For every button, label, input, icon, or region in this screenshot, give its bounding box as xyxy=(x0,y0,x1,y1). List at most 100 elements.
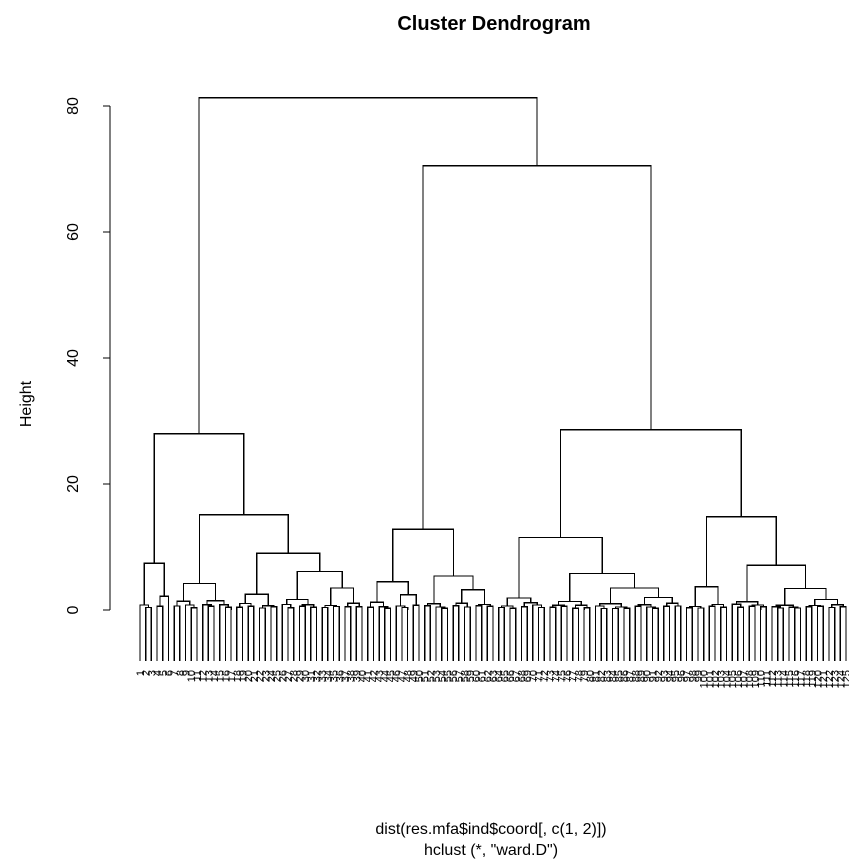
dendrogram-link xyxy=(310,606,318,610)
leaf-label: 10 xyxy=(186,670,198,682)
leaf-label: 67 xyxy=(511,670,523,682)
leaf-label: 108 xyxy=(744,670,756,688)
leaf-label: 92 xyxy=(653,670,665,682)
leaf-label: 20 xyxy=(243,670,255,682)
leaf-label: 95 xyxy=(670,670,682,682)
leaf-label: 94 xyxy=(665,670,677,682)
leaf-label: 55 xyxy=(442,670,454,682)
leaf-label: 19 xyxy=(237,670,249,682)
leaf-label: 5 xyxy=(158,670,170,676)
leaf-label: 72 xyxy=(539,670,551,682)
leaf-label: 89 xyxy=(636,670,648,682)
leaf-label: 74 xyxy=(551,670,563,682)
leaf-label: 75 xyxy=(556,670,568,682)
leaf-label: 29 xyxy=(294,670,306,682)
dendrogram-link xyxy=(198,97,538,434)
leaf-label: 23 xyxy=(260,670,272,682)
leaf-label: 2 xyxy=(141,670,153,676)
leaf-label: 8 xyxy=(175,670,187,676)
leaf-label: 11 xyxy=(192,670,204,681)
dendrogram-link xyxy=(759,606,767,610)
dendrogram-link xyxy=(720,606,728,610)
dendrogram-link xyxy=(828,606,836,610)
chart-subtitle: hclust (*, "ward.D") xyxy=(424,842,558,859)
leaf-label: 104 xyxy=(721,670,733,688)
leaf-label: 32 xyxy=(312,670,324,682)
leaf-label: 59 xyxy=(465,670,477,682)
y-tick-label: 80 xyxy=(65,97,82,115)
chart-title: Cluster Dendrogram xyxy=(397,13,590,35)
leaf-label: 12 xyxy=(198,670,210,682)
dendrogram-link xyxy=(143,562,165,606)
leaf-label: 58 xyxy=(460,670,472,682)
dendrogram-link xyxy=(609,587,660,604)
leaf-label: 49 xyxy=(408,670,420,682)
dendrogram-link xyxy=(156,605,164,610)
dendrogram-link xyxy=(412,604,420,610)
leaf-label: 76 xyxy=(562,670,574,682)
leaf-label: 44 xyxy=(380,670,392,682)
leaf-label: 87 xyxy=(625,670,637,682)
dendrogram-link xyxy=(256,552,321,595)
leaf-label: 91 xyxy=(647,670,659,682)
dendrogram-link xyxy=(441,607,449,610)
dendrogram-link xyxy=(600,607,608,610)
dendrogram-link xyxy=(424,605,432,610)
leaf-label: 115 xyxy=(784,670,796,688)
dendrogram-link xyxy=(486,605,494,610)
dendrogram-link xyxy=(475,605,483,610)
dendrogram-link xyxy=(794,607,802,610)
dendrogram-link xyxy=(816,605,824,610)
leaf-label: 102 xyxy=(710,670,722,688)
dendrogram-link xyxy=(549,606,557,610)
leaf-label: 40 xyxy=(357,670,369,682)
dendrogram-link xyxy=(258,607,266,610)
leaf-label: 42 xyxy=(368,670,380,682)
leaf-label: 25 xyxy=(272,670,284,682)
leaf-label: 86 xyxy=(619,670,631,682)
leaf-label: 81 xyxy=(590,670,602,682)
leaf-label: 123 xyxy=(830,670,842,688)
leaf-label: 51 xyxy=(420,670,432,682)
leaf-label: 62 xyxy=(482,670,494,682)
leaf-label: 111 xyxy=(761,670,773,687)
leaf-label: 112 xyxy=(767,670,779,688)
leaf-label: 101 xyxy=(704,670,716,688)
dendrogram-link xyxy=(663,605,671,610)
leaf-label: 61 xyxy=(477,670,489,682)
dendrogram-link xyxy=(321,606,329,610)
leaf-label: 17 xyxy=(226,670,238,682)
y-tick-label: 60 xyxy=(65,223,82,241)
leaf-label: 56 xyxy=(448,670,460,682)
leaf-label: 96 xyxy=(676,670,688,682)
leaf-label: 57 xyxy=(454,670,466,682)
dendrogram-link xyxy=(376,581,409,603)
dendrogram-link xyxy=(520,606,528,610)
leaf-label: 119 xyxy=(807,670,819,688)
dendrogram-link xyxy=(463,606,471,610)
leaf-label: 7 xyxy=(169,670,181,676)
leaf-label: 41 xyxy=(363,670,375,682)
dendrogram-link xyxy=(198,514,289,584)
dendrogram-link xyxy=(207,605,215,610)
dendrogram-link xyxy=(367,606,375,610)
dendrogram-link xyxy=(461,589,486,605)
dendrogram-link xyxy=(694,586,719,607)
leaf-label: 45 xyxy=(386,670,398,682)
dendrogram-link xyxy=(224,606,232,610)
leaf-label: 121 xyxy=(818,670,830,688)
leaf-label: 107 xyxy=(739,670,751,688)
leaf-label: 46 xyxy=(391,670,403,682)
leaf-label: 82 xyxy=(596,670,608,682)
leaf-label: 38 xyxy=(346,670,358,682)
leaf-label: 98 xyxy=(687,670,699,682)
dendrogram-link xyxy=(784,587,827,606)
dendrogram-link xyxy=(422,165,652,530)
y-tick-label: 20 xyxy=(65,475,82,493)
leaf-label: 63 xyxy=(488,670,500,682)
dendrogram-link xyxy=(236,606,244,610)
dendrogram-link xyxy=(623,607,631,610)
leaf-label: 60 xyxy=(471,670,483,682)
leaf-label: 24 xyxy=(266,670,278,682)
dendrogram-link xyxy=(572,607,580,610)
